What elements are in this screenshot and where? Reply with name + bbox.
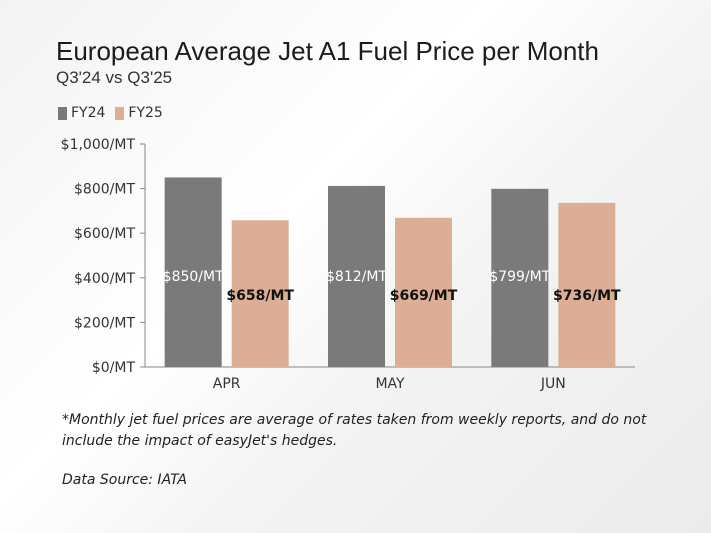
y-tick-label: $200/MT [74,315,135,331]
x-tick-label: MAY [375,376,405,392]
data-source: Data Source: IATA [62,472,187,488]
data-label-fy24-may: $812/MT [326,269,387,285]
y-tick-label: $400/MT [74,271,135,287]
legend-label-fy25: FY25 [128,105,163,121]
y-tick-label: $800/MT [74,182,135,198]
legend-item-fy25: FY25 [115,105,163,121]
footnote: *Monthly jet fuel prices are average of … [62,412,647,449]
x-tick-label: APR [213,376,241,392]
data-label-fy25-may: $669/MT [390,288,458,304]
bar-fy24-may [328,185,385,367]
data-label-fy24-apr: $850/MT [163,269,224,285]
y-tick-label: $600/MT [74,226,135,242]
bar-fy25-apr [231,220,289,367]
legend-swatch-fy25 [115,106,125,120]
x-tick-label: JUN [540,376,566,392]
chart-title: European Average Jet A1 Fuel Price per M… [56,36,599,66]
data-label-fy25-apr: $658/MT [226,288,294,304]
bar-chart: $0/MT $200/MT $400/MT $600/MT $800/MT $1,000/… [61,137,635,392]
legend-swatch-fy24 [58,106,67,120]
data-label-fy25-jun: $736/MT [553,288,621,304]
chart-subtitle: Q3'24 vs Q3'25 [56,68,173,87]
y-tick-label: $0/MT [92,360,136,376]
legend-item-fy24: FY24 [58,105,105,121]
chart-legend: FY24 FY25 [58,105,163,121]
bar-fy24-jun [491,188,549,367]
bar-fy24-apr [164,177,222,367]
y-tick-label: $1,000/MT [61,137,136,153]
bar-fy25-may [395,217,452,367]
bar-fy25-jun [558,202,616,367]
data-label-fy24-jun: $799/MT [489,269,550,285]
legend-label-fy24: FY24 [71,105,106,121]
